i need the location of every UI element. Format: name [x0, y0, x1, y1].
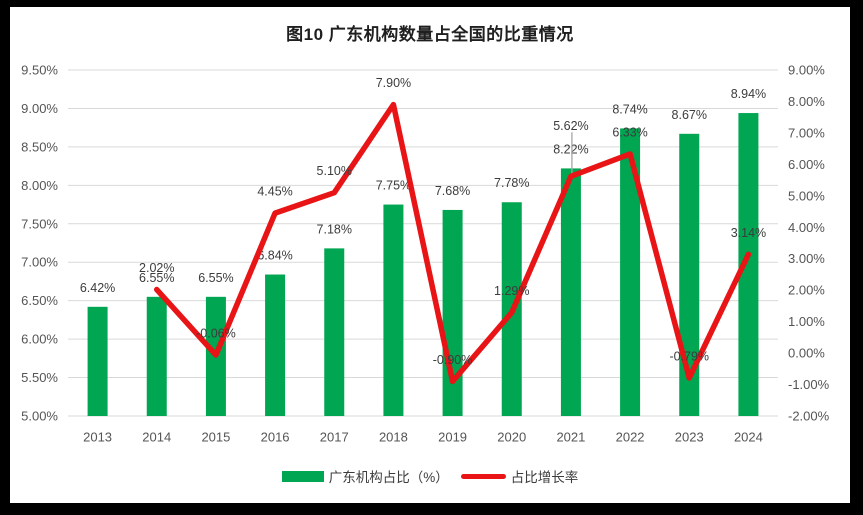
- chart-canvas: 图10 广东机构数量占全国的比重情况 9.50% 9.00% 8.50% 8.00% 7…: [10, 7, 850, 503]
- right-axis-tick: 2.00%: [788, 283, 825, 298]
- right-axis-tick: 0.00%: [788, 346, 825, 361]
- right-axis-tick: 7.00%: [788, 125, 825, 140]
- right-axis-tick: -1.00%: [788, 377, 830, 392]
- left-axis-tick: 6.50%: [21, 293, 58, 308]
- x-axis-label: 2024: [734, 430, 763, 445]
- x-axis-label: 2020: [497, 430, 526, 445]
- left-axis-tick: 6.00%: [21, 332, 58, 347]
- bar-label-2019: 7.68%: [435, 184, 470, 198]
- line-label-2019: -0.90%: [433, 353, 473, 367]
- line-series-swatch: [460, 473, 506, 479]
- right-axis-tick: 8.00%: [788, 94, 825, 109]
- x-axis-label: 2015: [201, 430, 230, 445]
- legend-item-bar-series: 广东机构占比（%）: [281, 466, 449, 486]
- bar-2021: [560, 168, 581, 416]
- left-axis-tick: 9.50%: [21, 63, 58, 78]
- line-label-2017: 5.10%: [317, 164, 352, 178]
- growth-rate-line: [154, 101, 752, 385]
- bar-series-swatch: [281, 470, 324, 482]
- bar-2013: [87, 306, 108, 416]
- bar-label-2014: 6.55%: [139, 271, 174, 285]
- bar-2018: [383, 204, 404, 416]
- x-axis-label: 2017: [320, 430, 349, 445]
- legend-item-line-series: 占比增长率: [460, 466, 579, 486]
- x-axis-label: 2013: [83, 430, 112, 445]
- line-label-2021: 5.62%: [553, 119, 588, 133]
- left-axis-tick: 9.00%: [21, 101, 58, 116]
- line-label-2018: 7.90%: [376, 76, 411, 90]
- bar-label-2013: 6.42%: [80, 281, 115, 295]
- line-label-2022: 6.33%: [612, 125, 647, 139]
- bar-label-2024: 8.94%: [731, 87, 766, 101]
- left-axis-tick: 5.00%: [21, 409, 58, 424]
- right-axis-tick: 6.00%: [788, 157, 825, 172]
- x-axis-label: 2014: [142, 430, 171, 445]
- line-label-2016: 4.45%: [257, 185, 292, 199]
- bar-label-2017: 7.18%: [317, 222, 352, 236]
- left-axis-tick: 8.00%: [21, 178, 58, 193]
- line-label-2020: 1.29%: [494, 284, 529, 298]
- bar-2022: [620, 128, 641, 416]
- right-axis-tick: 3.00%: [788, 251, 825, 266]
- right-axis-tick: 5.00%: [788, 188, 825, 203]
- bar-2019: [442, 209, 463, 416]
- line-label-2014: 2.02%: [139, 261, 174, 275]
- left-axis-tick: 5.50%: [21, 370, 58, 385]
- bar-2014: [146, 296, 167, 416]
- left-axis-tick: 8.50%: [21, 139, 58, 154]
- bar-label-2022: 8.74%: [612, 102, 647, 116]
- x-axis-label: 2021: [556, 430, 585, 445]
- x-axis-label: 2016: [261, 430, 290, 445]
- right-axis-tick: 1.00%: [788, 314, 825, 329]
- right-axis-tick: 4.00%: [788, 220, 825, 235]
- left-axis-tick: 7.50%: [21, 216, 58, 231]
- x-axis-label: 2018: [379, 430, 408, 445]
- bar-label-2016: 6.84%: [257, 249, 292, 263]
- right-axis-tick: 9.00%: [788, 63, 825, 78]
- line-label-2015: -0.06%: [196, 326, 236, 340]
- x-axis-label: 2022: [616, 430, 645, 445]
- bar-label-2021: 8.22%: [553, 142, 588, 156]
- left-axis-tick: 7.00%: [21, 255, 58, 270]
- right-axis-tick: -2.00%: [788, 409, 830, 424]
- chart-title: 图10 广东机构数量占全国的比重情况: [286, 25, 574, 44]
- legend: 广东机构占比（%） 占比增长率: [10, 466, 850, 486]
- bar-2024: [738, 113, 759, 417]
- bar-label-2020: 7.78%: [494, 176, 529, 190]
- x-axis-label: 2023: [675, 430, 704, 445]
- x-axis-label: 2019: [438, 430, 467, 445]
- line-series-label: 占比增长率: [510, 470, 579, 485]
- bar-series-label: 广东机构占比（%）: [328, 470, 449, 485]
- combo-chart: 9.50% 9.00% 8.50% 8.00% 7.50% 7.00% 6.50% 6.00%…: [21, 63, 830, 445]
- bar-label-2015: 6.55%: [198, 271, 233, 285]
- bar-2016: [265, 274, 286, 416]
- line-label-2023: -0.79%: [669, 349, 709, 363]
- bar-label-2023: 8.67%: [672, 108, 707, 122]
- bar-label-2018: 7.75%: [376, 179, 411, 193]
- line-label-2024: 3.14%: [731, 226, 766, 240]
- bar-2023: [679, 133, 700, 416]
- bar-2017: [324, 248, 345, 416]
